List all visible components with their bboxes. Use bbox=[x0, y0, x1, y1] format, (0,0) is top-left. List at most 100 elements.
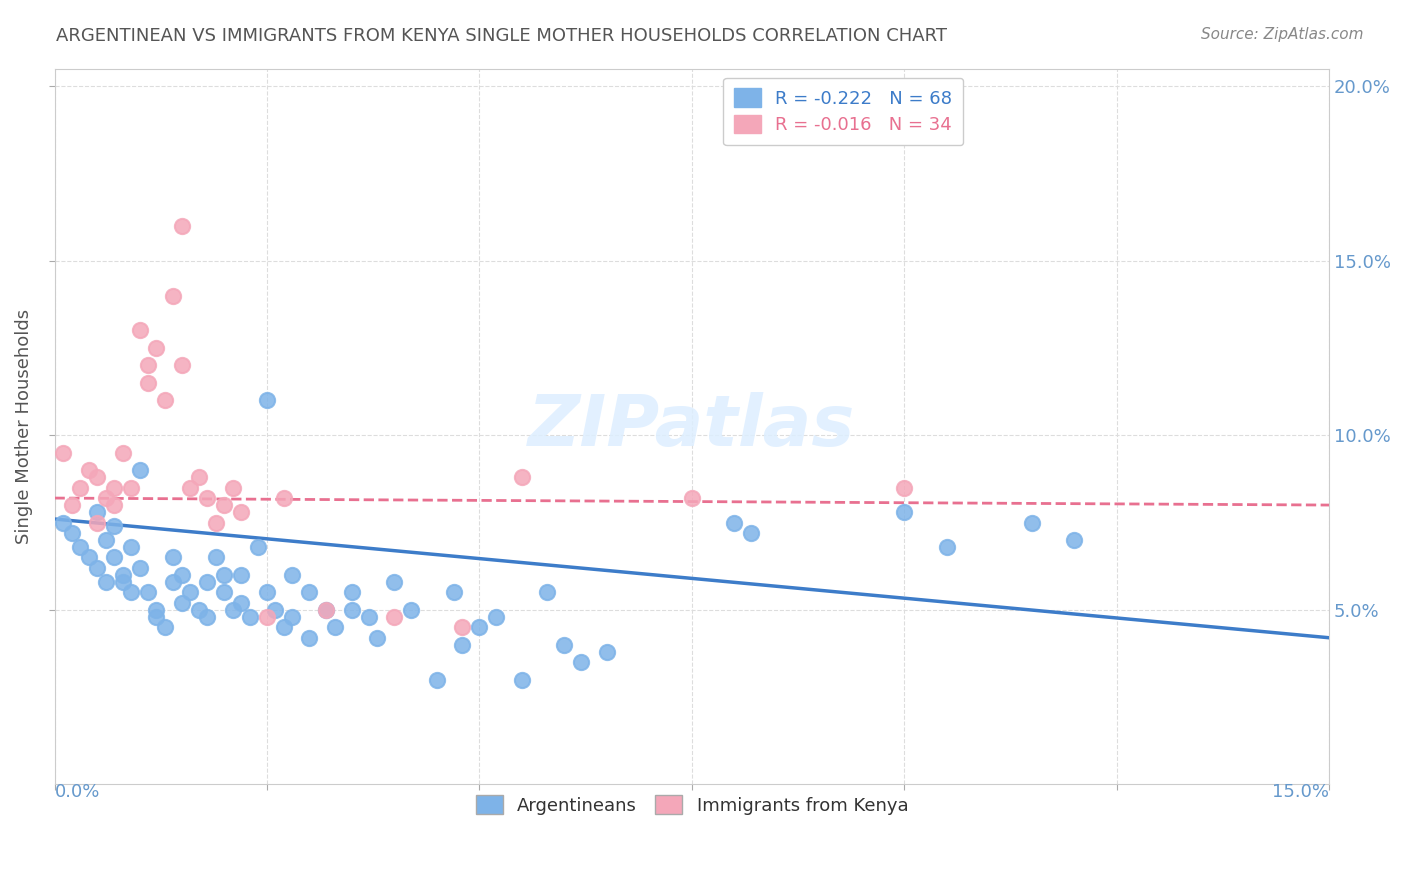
Point bbox=[384, 574, 406, 589]
Text: 15.0%: 15.0% bbox=[1272, 783, 1329, 801]
Point bbox=[170, 596, 193, 610]
Point bbox=[145, 603, 167, 617]
Point bbox=[510, 673, 533, 687]
Point bbox=[536, 585, 558, 599]
Point bbox=[136, 359, 159, 373]
Text: ARGENTINEAN VS IMMIGRANTS FROM KENYA SINGLE MOTHER HOUSEHOLDS CORRELATION CHART: ARGENTINEAN VS IMMIGRANTS FROM KENYA SIN… bbox=[56, 27, 948, 45]
Point bbox=[120, 540, 142, 554]
Point bbox=[323, 620, 346, 634]
Point bbox=[1063, 533, 1085, 547]
Point bbox=[60, 526, 83, 541]
Point bbox=[935, 540, 957, 554]
Point bbox=[256, 585, 278, 599]
Point bbox=[197, 491, 219, 505]
Point bbox=[222, 603, 245, 617]
Point bbox=[60, 498, 83, 512]
Point bbox=[222, 481, 245, 495]
Point bbox=[188, 603, 211, 617]
Point bbox=[451, 620, 474, 634]
Point bbox=[451, 638, 474, 652]
Point bbox=[86, 516, 108, 530]
Point bbox=[893, 481, 915, 495]
Point bbox=[231, 505, 253, 519]
Point bbox=[86, 470, 108, 484]
Point bbox=[893, 505, 915, 519]
Point bbox=[170, 568, 193, 582]
Point bbox=[52, 516, 75, 530]
Point bbox=[205, 550, 228, 565]
Point bbox=[69, 481, 91, 495]
Point bbox=[281, 609, 304, 624]
Point bbox=[162, 574, 184, 589]
Point bbox=[69, 540, 91, 554]
Point bbox=[298, 631, 321, 645]
Point bbox=[120, 481, 142, 495]
Point bbox=[681, 491, 703, 505]
Point bbox=[128, 323, 150, 337]
Point bbox=[384, 609, 406, 624]
Point bbox=[247, 540, 270, 554]
Point bbox=[510, 470, 533, 484]
Point bbox=[153, 620, 176, 634]
Point bbox=[340, 585, 363, 599]
Point bbox=[569, 655, 592, 669]
Point bbox=[197, 609, 219, 624]
Point bbox=[145, 609, 167, 624]
Point bbox=[315, 603, 337, 617]
Point bbox=[281, 568, 304, 582]
Point bbox=[315, 603, 337, 617]
Point bbox=[111, 445, 134, 459]
Point bbox=[170, 359, 193, 373]
Point bbox=[214, 498, 236, 512]
Point bbox=[103, 498, 125, 512]
Point bbox=[94, 533, 117, 547]
Y-axis label: Single Mother Households: Single Mother Households bbox=[15, 309, 32, 544]
Point bbox=[357, 609, 380, 624]
Legend: Argentineans, Immigrants from Kenya: Argentineans, Immigrants from Kenya bbox=[465, 784, 920, 825]
Point bbox=[1021, 516, 1043, 530]
Point bbox=[426, 673, 449, 687]
Point bbox=[179, 585, 201, 599]
Point bbox=[239, 609, 262, 624]
Point bbox=[136, 376, 159, 390]
Point bbox=[188, 470, 211, 484]
Point bbox=[179, 481, 201, 495]
Point bbox=[103, 481, 125, 495]
Point bbox=[111, 574, 134, 589]
Point bbox=[443, 585, 465, 599]
Point bbox=[596, 645, 619, 659]
Point bbox=[128, 561, 150, 575]
Point bbox=[145, 341, 167, 355]
Text: 0.0%: 0.0% bbox=[55, 783, 100, 801]
Point bbox=[740, 526, 762, 541]
Text: Source: ZipAtlas.com: Source: ZipAtlas.com bbox=[1201, 27, 1364, 42]
Point bbox=[468, 620, 491, 634]
Point bbox=[553, 638, 575, 652]
Text: ZIPatlas: ZIPatlas bbox=[529, 392, 855, 461]
Point bbox=[298, 585, 321, 599]
Point bbox=[153, 393, 176, 408]
Point bbox=[103, 550, 125, 565]
Point bbox=[52, 445, 75, 459]
Point bbox=[170, 219, 193, 233]
Point bbox=[77, 463, 100, 477]
Point bbox=[723, 516, 745, 530]
Point bbox=[103, 519, 125, 533]
Point bbox=[340, 603, 363, 617]
Point bbox=[162, 288, 184, 302]
Point bbox=[256, 393, 278, 408]
Point bbox=[111, 568, 134, 582]
Point bbox=[485, 609, 508, 624]
Point bbox=[214, 568, 236, 582]
Point bbox=[86, 505, 108, 519]
Point bbox=[366, 631, 388, 645]
Point bbox=[94, 574, 117, 589]
Point bbox=[197, 574, 219, 589]
Point bbox=[86, 561, 108, 575]
Point bbox=[205, 516, 228, 530]
Point bbox=[401, 603, 423, 617]
Point bbox=[256, 609, 278, 624]
Point bbox=[77, 550, 100, 565]
Point bbox=[214, 585, 236, 599]
Point bbox=[273, 620, 295, 634]
